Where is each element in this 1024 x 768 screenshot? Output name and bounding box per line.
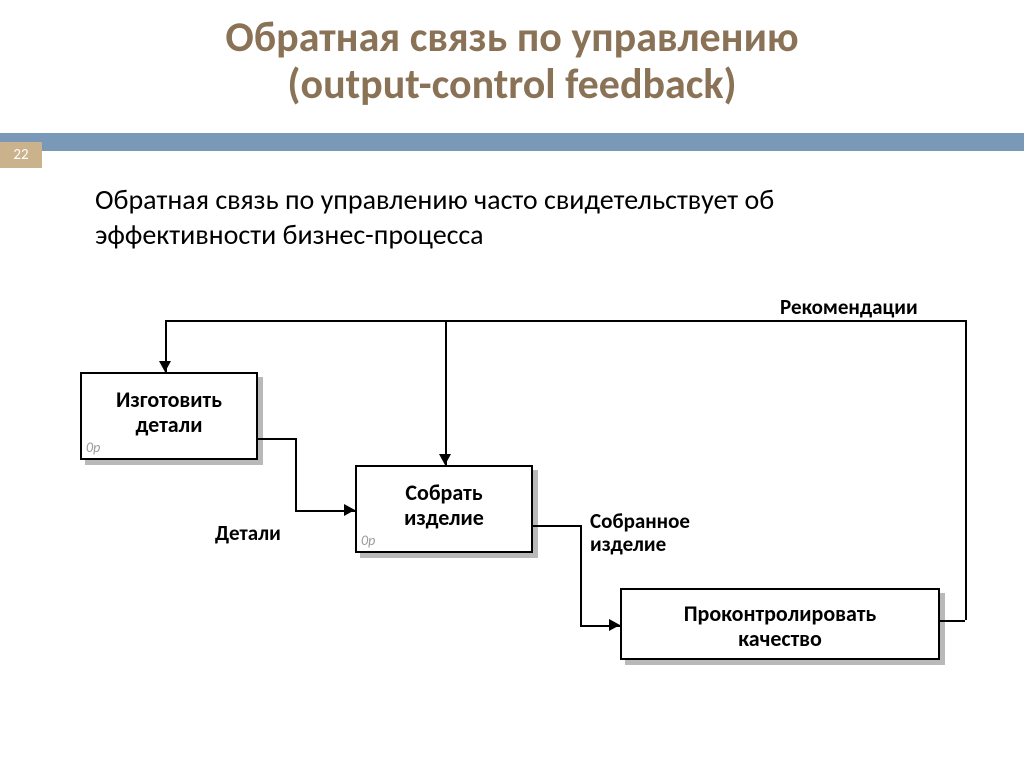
- edge-segment: [295, 438, 297, 510]
- node-label: Проконтролироватькачество: [622, 601, 938, 652]
- page-number-badge: 22: [0, 142, 42, 168]
- arrowhead-icon: [344, 504, 355, 516]
- flowchart-node: Проконтролироватькачество: [620, 588, 940, 660]
- node-label: Изготовитьдетали: [82, 387, 256, 438]
- edge-label: Рекомендации: [780, 294, 918, 320]
- body-text: Обратная связь по управлению часто свиде…: [95, 182, 945, 252]
- edge-label: Детали: [215, 520, 281, 546]
- arrowhead-icon: [159, 361, 171, 372]
- slide: Обратная связь по управлению (output-con…: [0, 0, 1024, 768]
- flowchart-diagram: Изготовитьдетали0рСобратьизделие0рПрокон…: [35, 310, 989, 730]
- edge-segment: [533, 525, 580, 527]
- node-label: Собратьизделие: [357, 480, 531, 531]
- flowchart-node: Изготовитьдетали0р: [80, 372, 258, 460]
- title-underline: [0, 133, 1024, 151]
- slide-title: Обратная связь по управлению (output-con…: [0, 14, 1024, 108]
- title-line-2: (output-control feedback): [287, 59, 736, 110]
- edge-segment: [165, 320, 965, 322]
- edge-segment: [580, 525, 582, 625]
- arrowhead-icon: [439, 454, 451, 465]
- edge-label: Собранноеизделие: [590, 510, 690, 556]
- edge-segment: [940, 620, 965, 622]
- edge-segment: [258, 438, 295, 440]
- arrowhead-icon: [609, 619, 620, 631]
- page-number: 22: [13, 146, 28, 164]
- node-tag: 0р: [86, 439, 100, 456]
- flowchart-node: Собратьизделие0р: [355, 465, 533, 553]
- edge-segment: [445, 320, 447, 465]
- title-line-1: Обратная связь по управлению: [225, 12, 798, 63]
- edge-segment: [965, 320, 967, 620]
- node-tag: 0р: [361, 532, 375, 549]
